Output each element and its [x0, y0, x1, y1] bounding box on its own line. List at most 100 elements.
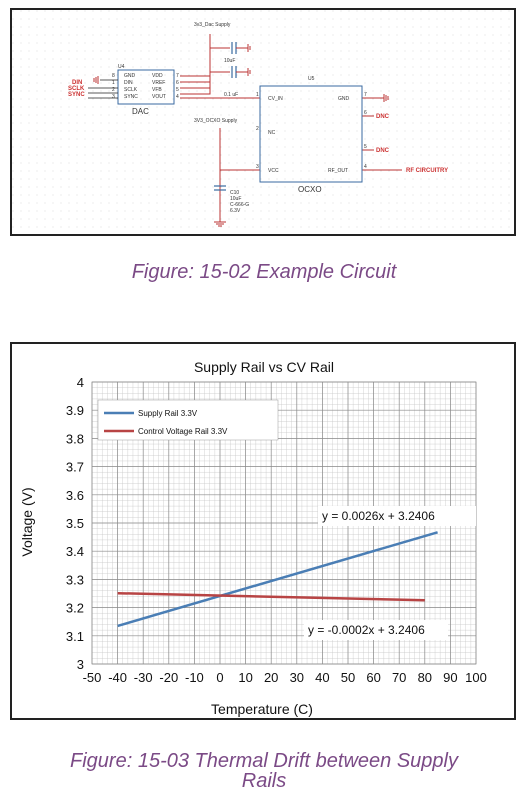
- x-tick-label: -20: [159, 670, 178, 685]
- dac-chip: [117, 69, 175, 105]
- c10-label: C10: [230, 190, 239, 196]
- x-tick-label: -40: [108, 670, 127, 685]
- chart-title: Supply Rail vs CV Rail: [194, 359, 334, 375]
- cap-top-label: 10uF: [224, 58, 235, 64]
- dac-pin-7: 7: [176, 73, 179, 79]
- circuit-figure: 3v3_Dac Supply 3V3_OCXO Supply U4 GND DI…: [10, 8, 516, 236]
- y-tick-label: 3.2: [66, 601, 84, 616]
- nc-label: NC: [268, 130, 276, 136]
- equation-box-cv: [304, 620, 448, 640]
- rf-out-label: RF_OUT: [328, 168, 348, 174]
- dac-pin-2: 2: [112, 87, 115, 93]
- equation-box-supply: [318, 506, 476, 526]
- vcc-label: VCC: [268, 168, 279, 174]
- x-tick-label: 40: [315, 670, 329, 685]
- equation-supply: y = 0.0026x + 3.2406: [322, 509, 435, 523]
- y-tick-label: 4: [77, 375, 84, 390]
- dac-pin-3: 3: [112, 94, 115, 100]
- x-tick-label: 70: [392, 670, 406, 685]
- c10-value: 10uF: [230, 196, 241, 202]
- equation-annotations: y = 0.0026x + 3.2406 y = -0.0002x + 3.24…: [304, 506, 476, 640]
- ocxo-supply-label: 3V3_OCXO Supply: [194, 118, 238, 124]
- x-tick-label: 60: [366, 670, 380, 685]
- circuit-schematic: 3v3_Dac Supply 3V3_OCXO Supply U4 GND DI…: [12, 10, 514, 234]
- u4-label: U4: [118, 64, 125, 70]
- dac-supply-label: 3v3_Dac Supply: [194, 22, 231, 28]
- y-tick-label: 3.9: [66, 403, 84, 418]
- cv-in-label: CV_IN: [268, 96, 283, 102]
- vref-pin-label: VREF: [152, 80, 165, 86]
- vdd-pin-label: VDD: [152, 73, 163, 79]
- x-tick-label: 10: [238, 670, 252, 685]
- chart-figure: Supply Rail vs CV Rail -50 -40 -30 -20 -10 0 1…: [10, 342, 516, 720]
- x-tick-label: 50: [341, 670, 355, 685]
- u5-pin-7: 7: [364, 92, 367, 98]
- gnd-u5-label: GND: [338, 96, 350, 102]
- chart-series: [117, 531, 438, 628]
- c10-voltage: 6.3V: [230, 208, 241, 214]
- u5-pin-6: 6: [364, 110, 367, 116]
- x-tick-label: 100: [465, 670, 487, 685]
- vfb-pin-label: VFB: [152, 87, 162, 93]
- x-tick-label: 80: [418, 670, 432, 685]
- x-tick-label: -10: [185, 670, 204, 685]
- dac-pin-4: 4: [176, 94, 179, 100]
- y-tick-label: 3.8: [66, 431, 84, 446]
- ocxo-label: OCXO: [298, 185, 322, 194]
- x-axis-label: Temperature (C): [211, 701, 313, 717]
- dac-label: DAC: [132, 107, 149, 116]
- ground-symbols: [93, 44, 389, 227]
- series-line-0: [117, 531, 438, 628]
- chart-axes: -50 -40 -30 -20 -10 0 10 20 30 40 50 60 70 80 90 100 3 3.…: [66, 375, 487, 685]
- sync-net: SYNC: [68, 92, 85, 98]
- legend-label-supply: Supply Rail 3.3V: [138, 409, 198, 418]
- y-tick-label: 3: [77, 657, 84, 672]
- sclk-pin-label: SCLK: [124, 87, 138, 93]
- din-net: DIN: [72, 80, 82, 86]
- figure2-caption-line1: Figure: 15-03 Thermal Drift between Supp…: [70, 750, 458, 772]
- dac-pin-1: 1: [112, 80, 115, 86]
- figure2-caption-line2: Rails: [241, 770, 287, 792]
- sclk-net: SCLK: [68, 86, 85, 92]
- legend-label-cv: Control Voltage Rail 3.3V: [138, 427, 228, 436]
- u5-pin-1: 1: [256, 92, 259, 98]
- x-tick-label: 20: [264, 670, 278, 685]
- chart-legend: Supply Rail 3.3V Control Voltage Rail 3.…: [97, 399, 279, 441]
- y-tick-label: 3.5: [66, 516, 84, 531]
- dac-pin-5: 5: [176, 87, 179, 93]
- legend-box: [97, 399, 279, 441]
- series-line-1: [117, 591, 425, 602]
- ocxo-chip: [259, 85, 363, 183]
- x-tick-label: -50: [83, 670, 102, 685]
- supply-wires: [180, 34, 402, 222]
- gnd-pin-label: GND: [124, 73, 136, 79]
- y-tick-label: 3.1: [66, 629, 84, 644]
- u5-pin-3: 3: [256, 164, 259, 170]
- cap-mid-label: 0.1 uF: [224, 92, 238, 98]
- u5-pin-5: 5: [364, 144, 367, 150]
- rf-circuitry-net: RF CIRCUITRY: [406, 168, 448, 174]
- thermal-drift-chart: Supply Rail vs CV Rail -50 -40 -30 -20 -10 0 1…: [19, 359, 487, 717]
- y-tick-label: 3.4: [66, 544, 84, 559]
- sync-pin-label: SYNC: [124, 94, 138, 100]
- c10-part: C-666-G: [230, 202, 249, 208]
- x-tick-label: 0: [216, 670, 223, 685]
- u5-pin-4: 4: [364, 164, 367, 170]
- u5-pin-2: 2: [256, 126, 259, 132]
- figure2-caption: Figure: 15-03 Thermal Drift between Supp…: [0, 751, 528, 791]
- x-tick-label: 90: [443, 670, 457, 685]
- figure1-caption: Figure: 15-02 Example Circuit: [131, 261, 397, 283]
- vout-pin-label: VOUT: [152, 94, 166, 100]
- signal-wires: [88, 79, 118, 99]
- din-pin-label: DIN: [124, 80, 133, 86]
- x-tick-label: 30: [290, 670, 304, 685]
- u5-label: U5: [308, 76, 315, 82]
- dnc-net-2: DNC: [376, 148, 390, 154]
- dac-pin-8: 8: [112, 73, 115, 79]
- y-tick-label: 3.6: [66, 488, 84, 503]
- dnc-net-1: DNC: [376, 114, 390, 120]
- dac-pin-6: 6: [176, 80, 179, 86]
- y-tick-label: 3.7: [66, 460, 84, 475]
- equation-cv: y = -0.0002x + 3.2406: [308, 623, 425, 637]
- y-axis-label: Voltage (V): [19, 487, 35, 556]
